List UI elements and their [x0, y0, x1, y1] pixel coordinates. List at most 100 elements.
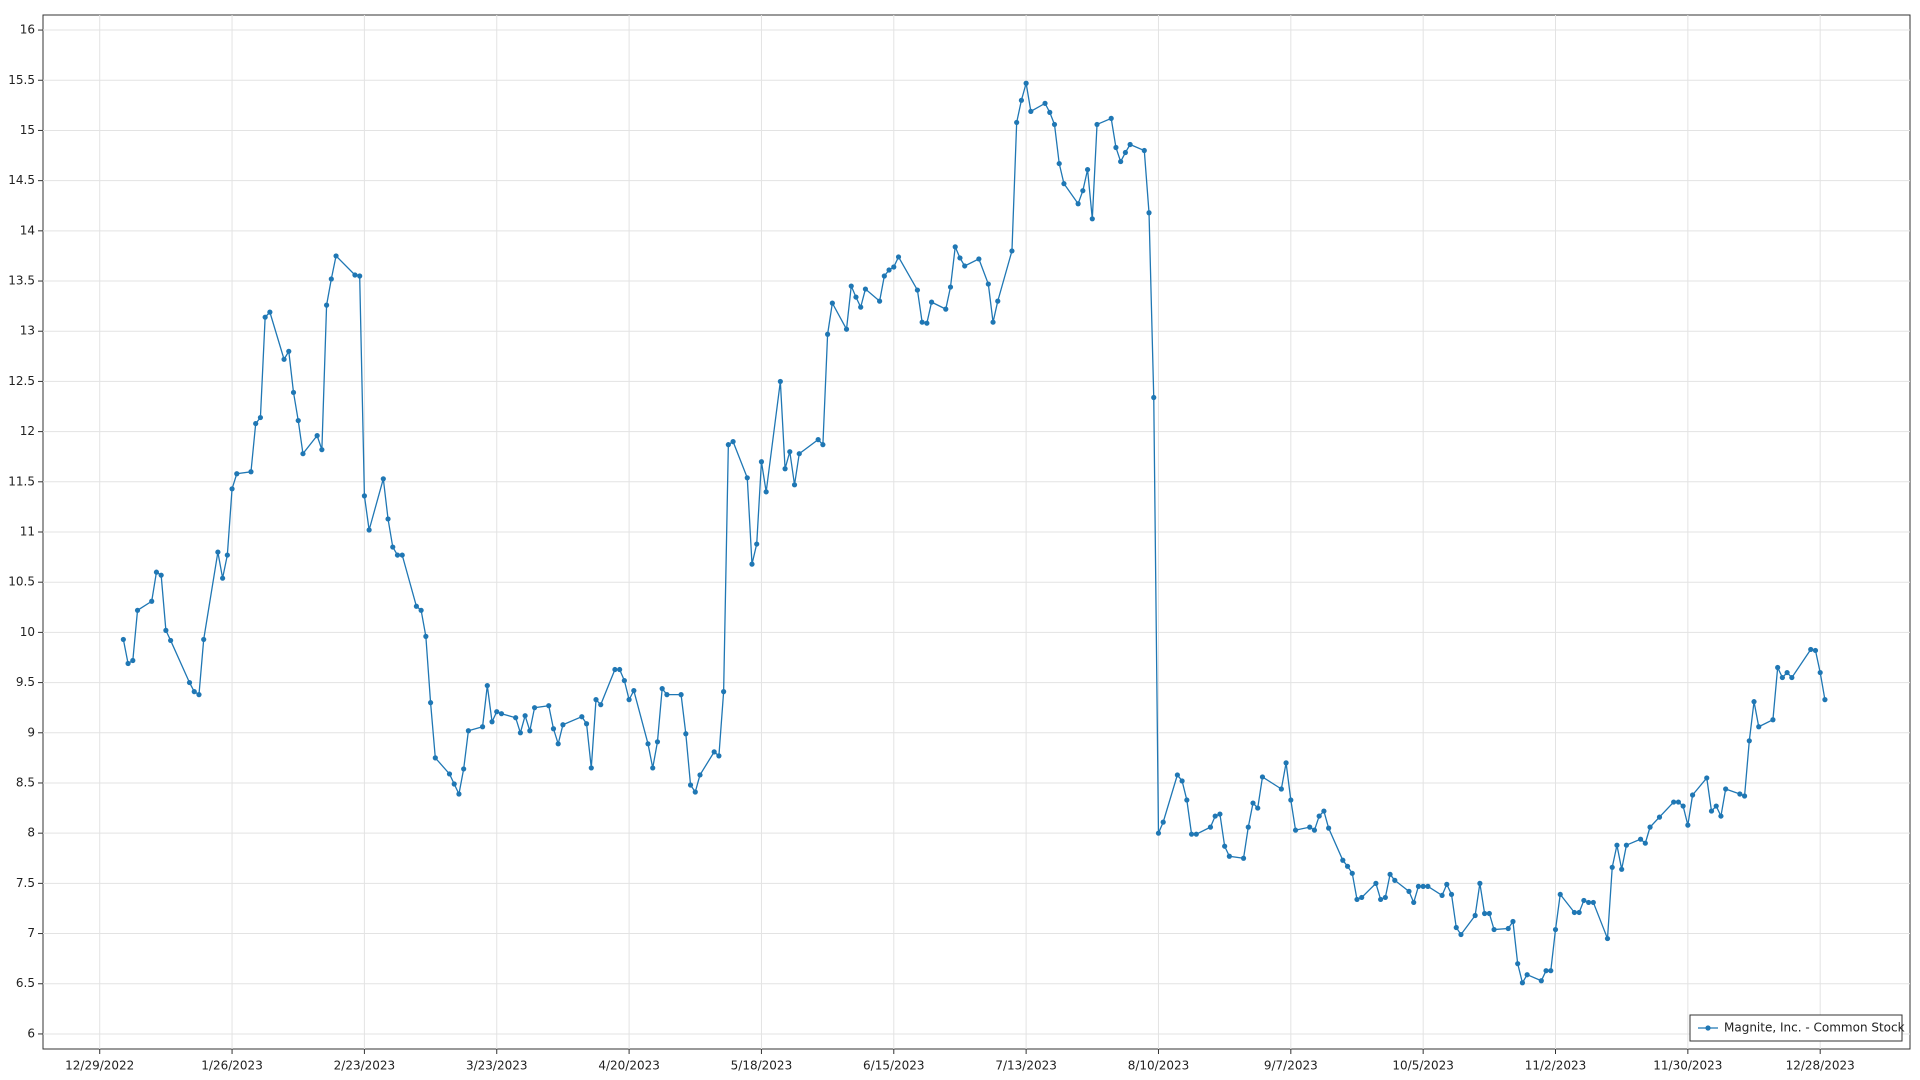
data-point — [357, 273, 363, 279]
data-point — [394, 552, 401, 558]
data-point — [399, 552, 405, 558]
data-point — [1671, 799, 1677, 805]
data-point — [588, 765, 594, 771]
data-point — [1321, 808, 1327, 814]
data-point — [1486, 910, 1492, 917]
data-point — [149, 598, 155, 604]
data-point — [1746, 738, 1752, 744]
data-point — [1637, 836, 1644, 842]
data-point — [881, 273, 887, 279]
x-tick-label: 11/30/2023 — [1653, 1059, 1722, 1073]
data-point — [234, 471, 240, 477]
data-point — [829, 300, 835, 306]
data-point — [1160, 819, 1166, 825]
data-point — [1472, 912, 1478, 919]
x-tick-label: 6/15/2023 — [863, 1059, 925, 1073]
data-point — [1250, 800, 1256, 806]
data-point — [1789, 674, 1795, 681]
data-point — [1151, 394, 1157, 401]
data-point — [1689, 792, 1696, 798]
data-point — [1770, 717, 1776, 723]
data-point — [314, 433, 320, 439]
data-point — [281, 356, 287, 362]
data-point — [593, 697, 599, 703]
data-point — [1014, 119, 1020, 126]
y-tick-label: 12 — [20, 424, 35, 438]
data-point — [791, 482, 798, 488]
data-point — [1122, 149, 1128, 156]
data-point — [744, 475, 750, 481]
data-point — [1259, 774, 1266, 780]
data-point — [323, 302, 330, 308]
data-point — [333, 253, 339, 259]
data-point — [777, 378, 783, 385]
data-point — [1292, 827, 1299, 833]
data-point — [513, 715, 519, 721]
data-point — [1685, 822, 1691, 828]
data-point — [479, 724, 486, 730]
data-point — [853, 294, 859, 300]
data-point — [1113, 144, 1119, 151]
data-point — [1080, 188, 1086, 194]
data-point — [1047, 109, 1053, 115]
data-point — [1590, 899, 1596, 906]
data-point — [687, 782, 694, 788]
data-point — [158, 572, 164, 578]
data-point — [1411, 899, 1417, 906]
data-point — [1519, 980, 1526, 986]
data-point — [645, 741, 651, 747]
data-point — [1042, 100, 1048, 106]
y-tick-label: 9.5 — [16, 675, 35, 689]
data-point — [1491, 926, 1497, 933]
data-point — [1307, 824, 1313, 830]
data-point — [1188, 831, 1195, 837]
data-point — [877, 298, 883, 304]
data-point — [1146, 210, 1152, 216]
data-point — [1326, 825, 1332, 831]
data-point — [730, 439, 736, 445]
data-point — [257, 414, 264, 421]
y-tick-label: 9 — [27, 725, 35, 739]
y-tick-label: 15.5 — [8, 73, 35, 87]
data-point — [631, 688, 637, 694]
data-point — [1179, 778, 1185, 784]
data-point — [300, 451, 306, 457]
data-point — [522, 713, 528, 719]
legend-marker — [1705, 1025, 1711, 1031]
data-point — [626, 697, 632, 703]
data-point — [1538, 978, 1544, 984]
data-point — [1420, 883, 1426, 889]
data-point — [1118, 158, 1124, 165]
data-point — [1741, 793, 1748, 799]
data-point — [366, 527, 372, 533]
data-point — [1656, 814, 1663, 820]
data-point — [1812, 647, 1819, 654]
data-point — [891, 264, 897, 270]
data-point — [1108, 115, 1114, 121]
data-point — [914, 287, 921, 293]
data-point — [692, 789, 698, 795]
series-line — [122, 83, 1826, 985]
data-point — [494, 709, 500, 715]
data-point — [1207, 824, 1214, 830]
data-point — [612, 666, 618, 673]
data-point — [952, 244, 958, 250]
data-point — [848, 283, 854, 289]
data-point — [1354, 896, 1360, 903]
data-point — [1359, 894, 1365, 901]
data-point — [782, 466, 788, 472]
data-point — [957, 255, 963, 261]
data-point — [1458, 931, 1464, 938]
x-tick-label: 5/18/2023 — [731, 1059, 793, 1073]
data-point — [787, 449, 793, 455]
y-tick-label: 6.5 — [16, 976, 35, 990]
x-tick-label: 3/23/2023 — [466, 1059, 528, 1073]
x-tick-label: 12/28/2023 — [1786, 1059, 1855, 1073]
data-point — [1051, 121, 1058, 128]
data-point — [248, 469, 254, 475]
data-point — [895, 254, 902, 260]
data-point — [319, 447, 325, 453]
data-point — [1406, 888, 1412, 894]
data-point — [498, 711, 505, 717]
